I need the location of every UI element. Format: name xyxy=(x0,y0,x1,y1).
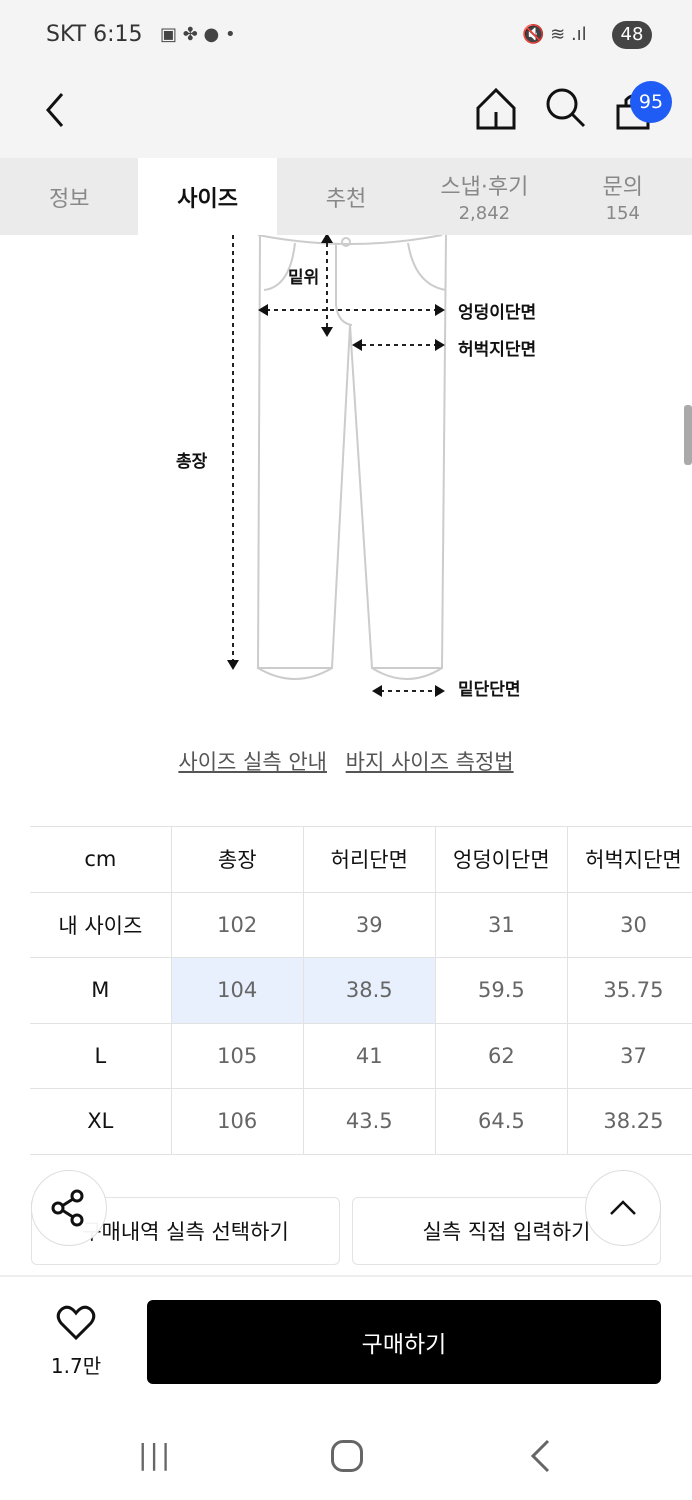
label-length: 총장 xyxy=(176,452,208,472)
label-thigh: 허벅지단면 xyxy=(458,340,537,360)
tab-bar: 정보 사이즈 추천 스냅·후기 2,842 문의 154 xyxy=(0,158,692,235)
share-icon xyxy=(51,1189,84,1227)
label-rise: 밑위 xyxy=(288,268,320,288)
tab-recommend[interactable]: 추천 xyxy=(277,158,415,235)
tab-reviews[interactable]: 스냅·후기 2,842 xyxy=(415,158,553,235)
home-nav-icon[interactable] xyxy=(331,1440,363,1472)
scrollbar[interactable] xyxy=(684,405,692,465)
battery-indicator: 48 xyxy=(612,21,652,49)
qna-count: 154 xyxy=(605,203,640,224)
cell: 35.75 xyxy=(566,957,692,1024)
cell: 64.5 xyxy=(434,1088,568,1155)
back-nav-icon[interactable] xyxy=(528,1438,554,1474)
cell: 30 xyxy=(566,891,692,958)
system-nav-bar: ||| xyxy=(0,1410,692,1500)
header-cell: 총장 xyxy=(170,826,304,893)
status-bar: SKT 6:15 ▣ ✤ ● • 🔇 ≋ .ıl 48 xyxy=(0,0,692,70)
review-count: 2,842 xyxy=(458,203,511,224)
like-count: 1.7만 xyxy=(50,1354,102,1378)
cell: 102 xyxy=(170,891,304,958)
carrier-time: SKT 6:15 xyxy=(46,22,143,47)
table-row: XL 106 43.5 64.5 38.25 xyxy=(30,1088,692,1155)
divider xyxy=(0,1275,692,1277)
tab-qna[interactable]: 문의 154 xyxy=(554,158,692,235)
cell-highlighted: 38.5 xyxy=(302,957,436,1024)
tab-info[interactable]: 정보 xyxy=(0,158,138,235)
cart-count-badge: 95 xyxy=(630,81,672,123)
search-icon[interactable] xyxy=(544,86,588,130)
cell: 41 xyxy=(302,1022,436,1089)
size-table: cm 총장 허리단면 엉덩이단면 허벅지단면 내 사이즈 102 39 31 3… xyxy=(30,826,692,1155)
cell: 106 xyxy=(170,1088,304,1155)
cell: 31 xyxy=(434,891,568,958)
heart-icon[interactable] xyxy=(56,1305,96,1341)
label-hip: 엉덩이단면 xyxy=(458,303,537,323)
tab-label: 정보 xyxy=(48,186,90,212)
cell: 59.5 xyxy=(434,957,568,1024)
header-cell: 엉덩이단면 xyxy=(434,826,568,893)
tab-size[interactable]: 사이즈 xyxy=(138,158,277,235)
label-hem: 밑단단면 xyxy=(458,680,521,700)
button-label: 실측 직접 입력하기 xyxy=(422,1220,591,1244)
tab-label: 추천 xyxy=(325,186,367,212)
cell: 62 xyxy=(434,1022,568,1089)
size-links: 사이즈 실측 안내 바지 사이즈 측정법 xyxy=(0,746,692,776)
share-button[interactable] xyxy=(31,1170,107,1246)
tab-label: 스냅·후기 xyxy=(440,175,529,200)
table-header-row: cm 총장 허리단면 엉덩이단면 허벅지단면 xyxy=(30,826,692,893)
top-nav: 95 xyxy=(0,70,692,158)
button-label: 구매하기 xyxy=(361,1332,447,1358)
buy-button[interactable]: 구매하기 xyxy=(147,1300,661,1384)
chevron-up-icon xyxy=(610,1200,636,1215)
table-row: 내 사이즈 102 39 31 30 xyxy=(30,891,692,958)
scroll-to-top-button[interactable] xyxy=(585,1170,661,1246)
table-row: L 105 41 62 37 xyxy=(30,1022,692,1089)
measure-method-link[interactable]: 바지 사이즈 측정법 xyxy=(345,750,514,774)
home-icon[interactable] xyxy=(474,86,518,130)
tab-label: 문의 xyxy=(602,175,643,200)
cell: 37 xyxy=(566,1022,692,1089)
row-label: M xyxy=(30,957,172,1024)
header-cell: cm xyxy=(30,826,172,893)
row-label: XL xyxy=(30,1088,172,1155)
row-label: L xyxy=(30,1022,172,1089)
pants-size-diagram xyxy=(227,235,447,697)
size-guide-link[interactable]: 사이즈 실측 안내 xyxy=(178,750,327,774)
table-row: M 104 38.5 59.5 35.75 xyxy=(30,957,692,1024)
cell: 43.5 xyxy=(302,1088,436,1155)
cell: 39 xyxy=(302,891,436,958)
cell-highlighted: 104 xyxy=(170,957,304,1024)
notification-icons: ▣ ✤ ● • xyxy=(160,24,236,45)
row-label: 내 사이즈 xyxy=(30,891,172,958)
recent-apps-icon[interactable]: ||| xyxy=(138,1438,173,1471)
mute-wifi-signal-icons: 🔇 ≋ .ıl xyxy=(522,24,587,45)
cell: 105 xyxy=(170,1022,304,1089)
header-cell: 허벅지단면 xyxy=(566,826,692,893)
tab-label: 사이즈 xyxy=(177,186,238,212)
button-label: 구매내역 실측 선택하기 xyxy=(82,1220,289,1244)
back-icon[interactable] xyxy=(40,90,70,130)
cell: 38.25 xyxy=(566,1088,692,1155)
header-cell: 허리단면 xyxy=(302,826,436,893)
